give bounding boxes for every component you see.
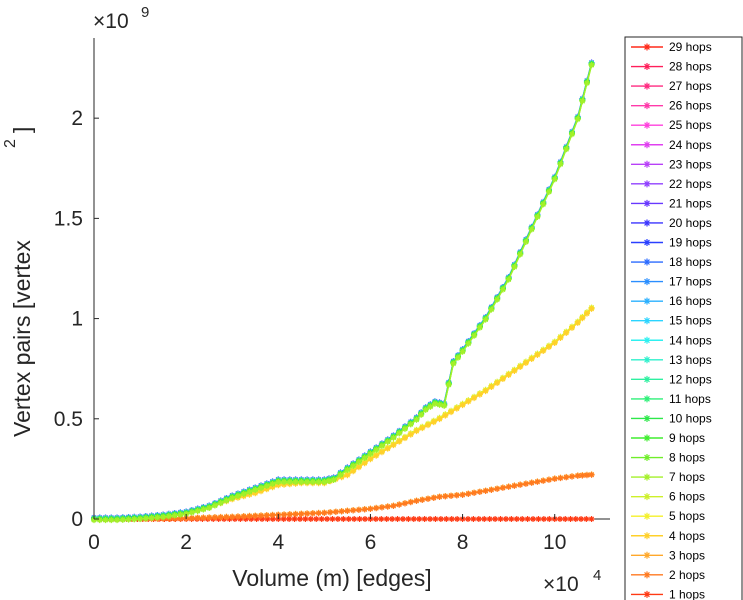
- ticks: 0 2 4 6 8 10 0 0.5 1 1.5 2: [54, 107, 567, 554]
- legend-item: 27 hops: [631, 79, 712, 93]
- x-tick-label: 6: [365, 531, 377, 554]
- x-tick-label: 10: [543, 531, 566, 554]
- legend-label: 13 hops: [669, 353, 712, 367]
- y-tick-label: 1.5: [54, 207, 83, 230]
- legend-item: 1 hops: [631, 587, 705, 600]
- legend-item: 18 hops: [631, 255, 712, 269]
- legend-item: 29 hops: [631, 40, 712, 54]
- series-layer: [91, 59, 595, 524]
- legend-item: 2 hops: [631, 568, 705, 582]
- legend-item: 9 hops: [631, 431, 705, 445]
- series-saturated-line: [94, 62, 593, 519]
- series-saturated-line: [94, 64, 593, 521]
- x-tick-label: 4: [272, 531, 284, 554]
- legend-label: 29 hops: [669, 40, 712, 54]
- x-exponent-base: ×10: [543, 573, 579, 596]
- legend-label: 14 hops: [669, 333, 712, 347]
- series-saturated-line: [94, 63, 593, 520]
- legend-item: 7 hops: [631, 470, 705, 484]
- legend-item: 24 hops: [631, 138, 712, 152]
- legend-label: 11 hops: [669, 392, 711, 406]
- legend-label: 9 hops: [669, 431, 705, 445]
- legend-label: 5 hops: [669, 509, 705, 523]
- legend-label: 26 hops: [669, 99, 712, 113]
- legend-label: 24 hops: [669, 138, 712, 152]
- legend-item: 19 hops: [631, 236, 712, 250]
- legend-label: 20 hops: [669, 216, 712, 230]
- y-tick-label: 0: [71, 508, 83, 531]
- y-axis-label: Vertex pairs [vertex: [9, 240, 35, 437]
- legend-item: 12 hops: [631, 372, 712, 386]
- legend-label: 18 hops: [669, 255, 712, 269]
- legend-item: 11 hops: [631, 392, 711, 406]
- legend-item: 23 hops: [631, 157, 712, 171]
- legend: 29 hops 28 hops 27 hops 26 hops 25 hops 24 ho…: [624, 36, 743, 600]
- x-exponent-power: 4: [593, 567, 601, 584]
- y-exponent-base: ×10: [93, 10, 129, 33]
- legend-label: 16 hops: [669, 294, 712, 308]
- legend-label: 19 hops: [669, 236, 712, 250]
- series-4-hops-line: [94, 308, 593, 520]
- y-tick-label: 1: [71, 308, 83, 331]
- x-tick-label: 2: [180, 531, 192, 554]
- legend-item: 5 hops: [631, 509, 705, 523]
- legend-item: 3 hops: [631, 548, 705, 562]
- legend-label: 7 hops: [669, 470, 705, 484]
- legend-item: 28 hops: [631, 60, 712, 74]
- y-axis-label-superscript: 2: [2, 139, 19, 148]
- legend-label: 23 hops: [669, 157, 712, 171]
- labels: Volume (m) [edges] Vertex pairs [vertex …: [2, 4, 601, 596]
- series-4-hops-line: [94, 307, 593, 520]
- legend-label: 3 hops: [669, 548, 705, 562]
- y-tick-label: 2: [71, 107, 83, 130]
- legend-item: 20 hops: [631, 216, 712, 230]
- legend-item: 22 hops: [631, 177, 712, 191]
- legend-label: 6 hops: [669, 490, 705, 504]
- legend-label: 12 hops: [669, 372, 712, 386]
- legend-item: 13 hops: [631, 353, 712, 367]
- legend-label: 10 hops: [669, 411, 712, 425]
- series-saturated-line: [94, 64, 593, 521]
- legend-label: 27 hops: [669, 79, 712, 93]
- legend-label: 4 hops: [669, 529, 705, 543]
- legend-item: 10 hops: [631, 411, 712, 425]
- series-saturated-line: [94, 62, 593, 519]
- legend-item: 15 hops: [631, 314, 712, 328]
- legend-label: 8 hops: [669, 451, 705, 465]
- y-exponent-power: 9: [141, 4, 149, 21]
- legend-label: 17 hops: [669, 275, 712, 289]
- legend-item: 4 hops: [631, 529, 705, 543]
- legend-item: 21 hops: [631, 196, 712, 210]
- x-tick-label: 0: [88, 531, 100, 554]
- legend-item: 14 hops: [631, 333, 712, 347]
- x-axis-label: Volume (m) [edges]: [232, 565, 431, 591]
- legend-item: 25 hops: [631, 118, 712, 132]
- series-saturated-line: [94, 63, 593, 520]
- legend-label: 1 hops: [669, 587, 705, 600]
- legend-item: 17 hops: [631, 275, 712, 289]
- series-saturated-line: [94, 64, 593, 520]
- legend-label: 22 hops: [669, 177, 712, 191]
- legend-item: 8 hops: [631, 451, 705, 465]
- y-tick-label: 0.5: [54, 408, 83, 431]
- axes: [93, 38, 610, 520]
- legend-item: 26 hops: [631, 99, 712, 113]
- legend-label: 2 hops: [669, 568, 705, 582]
- legend-label: 25 hops: [669, 118, 712, 132]
- series-4-hops: [91, 304, 595, 523]
- x-tick-label: 8: [457, 531, 469, 554]
- legend-label: 21 hops: [669, 196, 712, 210]
- series-saturated: [91, 59, 595, 524]
- y-axis-label-close: ]: [9, 127, 35, 133]
- legend-label: 28 hops: [669, 60, 712, 74]
- legend-item: 16 hops: [631, 294, 712, 308]
- legend-item: 6 hops: [631, 490, 705, 504]
- legend-label: 15 hops: [669, 314, 712, 328]
